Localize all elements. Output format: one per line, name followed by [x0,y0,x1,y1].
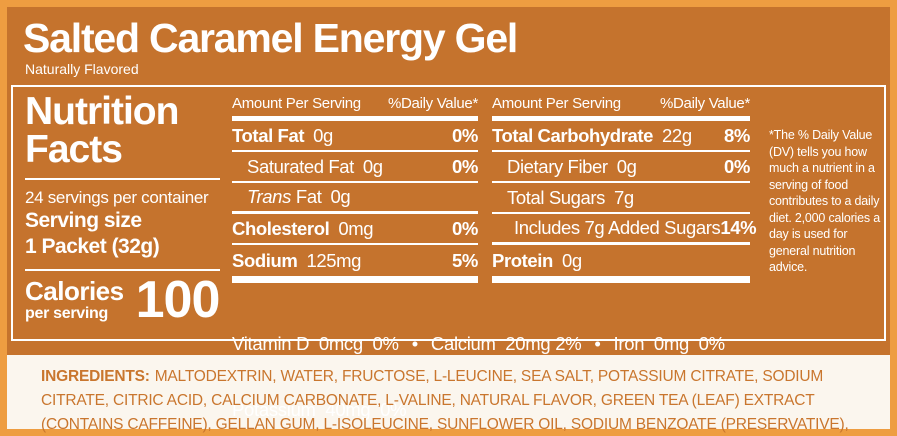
nutrient-amount: 125mg [306,249,362,271]
nutrient-name: Includes 7g Added Sugars [514,217,721,238]
calories-value: 100 [135,271,221,329]
ingredients-text: MALTODEXTRIN, WATER, FRUCTOSE, L-LEUCINE… [41,368,849,433]
nutrient-row-added-sugars: Includes 7g Added Sugars 14% [492,214,757,245]
nutrient-amount: 7g [614,186,634,208]
ingredients-section: INGREDIENTS: MALTODEXTRIN, WATER, FRUCTOS… [7,355,890,433]
iron-value: Iron 0mg 0% [613,333,726,354]
serving-size-label: Serving size [25,209,142,232]
calories-block: Calories per serving 100 [25,271,221,329]
nutrient-name: Total Fat [232,124,305,146]
bullet-separator: • [594,333,601,354]
nutrient-row-total-sugars: Total Sugars 7g [492,183,750,214]
nutrient-row-total-fat: Total Fat 0g 0% [232,121,478,152]
nutrient-dv: 5% [452,249,478,271]
thick-divider [232,116,478,121]
nutrition-facts-panel: Nutrition Facts 24 servings per containe… [11,85,886,420]
amount-per-serving-header: Amount Per Serving [232,95,361,112]
nutrient-name: Total Carbohydrate [492,124,654,146]
nutrient-amount: 0g [330,186,351,207]
fat-sodium-column: Amount Per Serving %Daily Value* Total F… [232,91,478,283]
nutrient-name: Fat [295,186,322,207]
nutrient-name: Cholesterol [232,217,330,239]
vitamin-d-value: Vitamin D 0mcg 0% [232,333,399,354]
nutrient-amount: 0g [561,249,582,271]
nutrient-dv: 8% [724,124,750,146]
nutrient-amount: 0g [362,155,383,177]
bullet-separator: • [411,333,418,354]
nutrient-name: Total Sugars [507,186,606,208]
ingredients-label: INGREDIENTS: [41,368,150,385]
nutrient-name: Dietary Fiber [507,155,608,177]
serving-size-value: 1 Packet (32g) [25,235,160,258]
nutrition-facts-title-line2: Facts [25,128,123,171]
column-header: Amount Per Serving %Daily Value* [232,91,478,116]
servings-per-container: 24 servings per container [25,188,209,207]
divider [25,178,220,180]
nutrient-amount: 0g [616,155,637,177]
product-subtitle: Naturally Flavored [25,61,139,77]
divider [25,269,220,271]
nutrient-amount: 22g [662,124,692,146]
nutrient-row-saturated-fat: Saturated Fat 0g 0% [232,152,478,183]
daily-value-header: %Daily Value* [659,95,750,112]
trans-italic-label: Trans [247,186,291,207]
facts-summary-column: Nutrition Facts 24 servings per containe… [19,91,224,335]
nutrient-row-trans-fat: Trans Fat 0g [232,183,478,214]
calories-sublabel: per serving [25,305,108,322]
nutrient-row-dietary-fiber: Dietary Fiber 0g 0% [492,152,750,183]
nutrient-dv: 0% [724,155,750,177]
nutrient-name: Protein [492,249,553,271]
product-title: Salted Caramel Energy Gel [23,15,518,61]
nutrient-dv: 0% [452,217,478,239]
calcium-value: Calcium 20mg 2% [430,333,582,354]
nutrition-facts-title-line1: Nutrition [25,90,179,133]
nutrient-columns: Amount Per Serving %Daily Value* Total F… [232,91,760,420]
calories-labels: Calories per serving [25,278,124,322]
thick-divider [492,276,750,283]
nutrient-amount: 0g [313,124,333,146]
nutrient-row-protein: Protein 0g [492,245,750,276]
nutrient-row-total-carbohydrate: Total Carbohydrate 22g 8% [492,121,750,152]
nutrient-row-sodium: Sodium 125mg 5% [232,245,478,276]
nutrient-dv: 0% [452,124,478,146]
nutrition-facts-title: Nutrition Facts [25,91,220,169]
micronutrients-line-1: Vitamin D 0mcg 0% • Calcium 20mg 2% • Iron 0… [232,333,760,355]
nutrient-dv: 14% [720,217,757,238]
nutrient-name: Saturated Fat [247,155,354,177]
nutrient-name: Sodium [232,249,298,271]
calories-label: Calories [25,276,124,306]
product-header: Salted Caramel Energy Gel Naturally Flav… [11,7,886,85]
column-header: Amount Per Serving %Daily Value* [492,91,750,116]
thick-divider [232,276,478,283]
amount-per-serving-header: Amount Per Serving [492,95,621,112]
nutrient-amount: 0mg [338,217,374,239]
nutrient-dv: 0% [452,155,478,177]
label-top-section: Salted Caramel Energy Gel Naturally Flav… [7,7,890,420]
daily-value-header: %Daily Value* [387,95,478,112]
nutrient-row-cholesterol: Cholesterol 0mg 0% [232,214,478,245]
daily-value-footnote: *The % Daily Value (DV) tells you how mu… [769,128,880,274]
thick-divider [492,116,750,121]
carbohydrate-protein-column: Amount Per Serving %Daily Value* Total C… [492,91,757,283]
